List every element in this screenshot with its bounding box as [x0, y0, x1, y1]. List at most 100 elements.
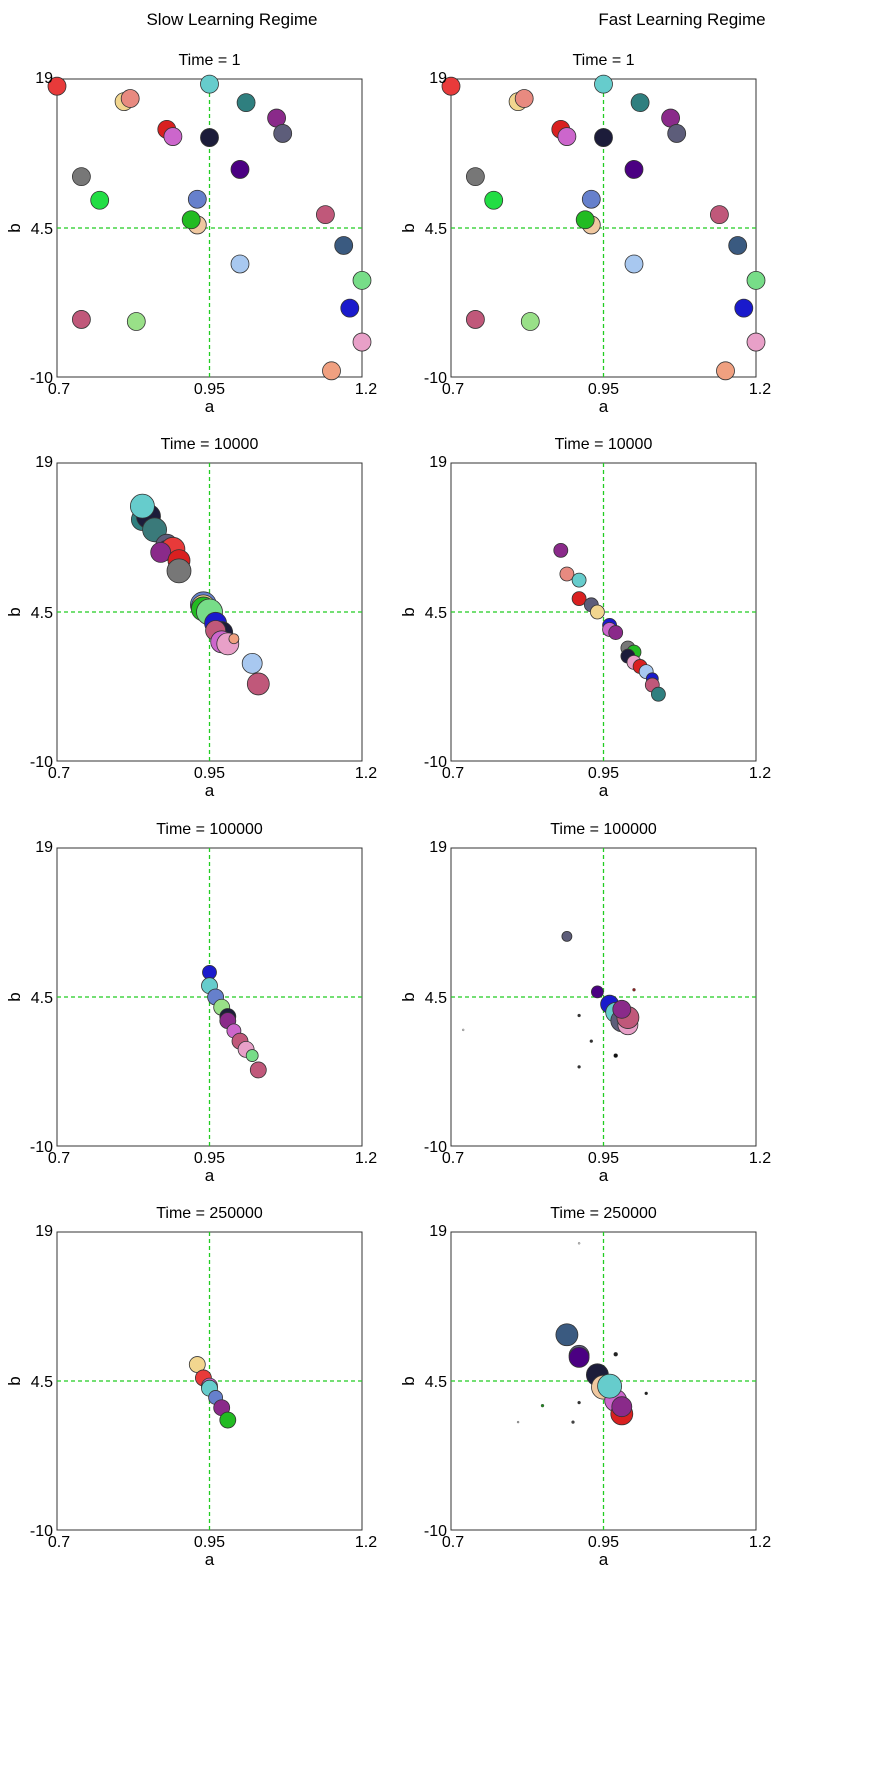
data-point — [72, 167, 91, 187]
y-tick-label: -10 — [30, 370, 53, 387]
x-tick-label: 1.2 — [355, 381, 377, 398]
data-point — [163, 127, 183, 146]
data-point — [340, 298, 360, 318]
x-tick-label: 0.7 — [48, 765, 70, 782]
data-point — [581, 189, 601, 209]
data-point — [577, 1065, 581, 1069]
x-tick-label: 0.95 — [194, 381, 225, 398]
data-point — [624, 160, 644, 179]
data-point — [514, 89, 534, 108]
y-axis-label: b — [5, 223, 24, 232]
data-point — [150, 542, 172, 563]
x-axis-label: a — [205, 781, 215, 800]
data-point — [644, 1391, 648, 1395]
y-tick-label: 19 — [35, 70, 53, 87]
x-axis-label: a — [599, 1166, 609, 1185]
y-axis-label: b — [399, 1376, 418, 1385]
y-axis-label: b — [399, 992, 418, 1001]
x-tick-label: 0.95 — [194, 765, 225, 782]
y-axis-label: b — [5, 992, 24, 1001]
x-axis-label: a — [205, 1166, 215, 1185]
data-point — [516, 1420, 520, 1424]
scatter-panel: Time = 10000 0.7 0.95 1.2 19 4.5 -10 a b — [399, 436, 771, 800]
data-point — [613, 1352, 618, 1357]
data-point — [465, 310, 485, 329]
y-tick-label: 4.5 — [31, 1374, 53, 1391]
scatter-panel: Time = 250000 0.7 0.95 1.2 19 4.5 -10 a b — [5, 1205, 377, 1569]
y-axis-label: b — [399, 607, 418, 616]
panel-title: Time = 250000 — [550, 1205, 657, 1222]
scatter-panel: Time = 100000 0.7 0.95 1.2 19 4.5 -10 a b — [5, 821, 377, 1185]
data-point — [577, 1400, 581, 1405]
data-point — [571, 591, 587, 607]
y-tick-label: -10 — [30, 1139, 53, 1156]
x-axis-label: a — [599, 1550, 609, 1569]
y-tick-label: -10 — [424, 1523, 447, 1540]
data-point — [322, 361, 341, 381]
y-tick-label: 19 — [35, 839, 53, 856]
y-tick-label: 4.5 — [31, 990, 53, 1007]
data-point — [249, 1061, 267, 1079]
data-point — [746, 332, 766, 352]
x-tick-label: 1.2 — [749, 1534, 771, 1551]
y-tick-label: 19 — [429, 839, 447, 856]
panel-title: Time = 10000 — [161, 436, 259, 453]
x-tick-label: 0.95 — [588, 765, 619, 782]
data-point — [611, 1396, 633, 1418]
y-tick-label: 19 — [35, 1223, 53, 1240]
y-tick-label: -10 — [30, 1523, 53, 1540]
data-point — [200, 74, 219, 94]
y-tick-label: 4.5 — [425, 990, 447, 1007]
data-point — [228, 633, 240, 645]
data-point — [465, 167, 485, 187]
data-point — [230, 160, 250, 179]
scatter-panel: Time = 1 0.7 0.95 1.2 19 4.5 -10 a b — [5, 52, 377, 416]
x-axis-label: a — [205, 1550, 215, 1569]
data-point — [559, 566, 575, 582]
y-tick-label: 19 — [429, 70, 447, 87]
data-point — [120, 89, 140, 108]
scatter-panel: Time = 100000 0.7 0.95 1.2 19 4.5 -10 a b — [399, 821, 771, 1185]
data-point — [710, 205, 729, 225]
data-point — [577, 1013, 581, 1018]
data-point — [630, 93, 650, 113]
panels: Time = 1 0.7 0.95 1.2 19 4.5 -10 a b Time = 1 0.7 0… — [5, 52, 771, 1569]
y-tick-label: 19 — [429, 1223, 447, 1240]
data-point — [571, 1420, 575, 1424]
data-point — [181, 210, 201, 230]
y-tick-label: 4.5 — [425, 221, 447, 238]
y-tick-label: 4.5 — [425, 1374, 447, 1391]
data-point — [246, 672, 270, 696]
scatter-panel: Time = 10000 0.7 0.95 1.2 19 4.5 -10 a b — [5, 436, 377, 800]
data-point — [612, 999, 632, 1019]
data-point — [315, 205, 335, 225]
data-point — [236, 93, 256, 113]
column-title-slow: Slow Learning Regime — [146, 10, 317, 29]
scatter-panel: Time = 1 0.7 0.95 1.2 19 4.5 -10 a b — [399, 52, 771, 416]
x-tick-label: 0.7 — [48, 1150, 70, 1167]
data-point — [90, 190, 110, 210]
data-point — [594, 128, 613, 147]
data-point — [540, 1404, 545, 1408]
x-tick-label: 1.2 — [355, 765, 377, 782]
panel-title: Time = 1 — [178, 52, 240, 69]
panel-title: Time = 100000 — [550, 821, 657, 838]
y-tick-label: 4.5 — [31, 221, 53, 238]
data-point — [632, 988, 636, 992]
x-tick-label: 0.7 — [48, 1534, 70, 1551]
data-point — [571, 572, 587, 588]
y-axis-label: b — [399, 223, 418, 232]
data-point — [667, 124, 687, 143]
data-point — [334, 236, 354, 255]
data-point — [219, 1411, 237, 1429]
data-point — [166, 558, 192, 584]
y-tick-label: 19 — [35, 454, 53, 471]
data-point — [568, 1346, 590, 1368]
x-tick-label: 0.7 — [442, 1150, 464, 1167]
x-tick-label: 0.7 — [442, 1534, 464, 1551]
y-tick-label: -10 — [424, 370, 447, 387]
data-point — [200, 128, 219, 147]
data-point — [462, 1028, 465, 1032]
panel-title: Time = 1 — [572, 52, 634, 69]
